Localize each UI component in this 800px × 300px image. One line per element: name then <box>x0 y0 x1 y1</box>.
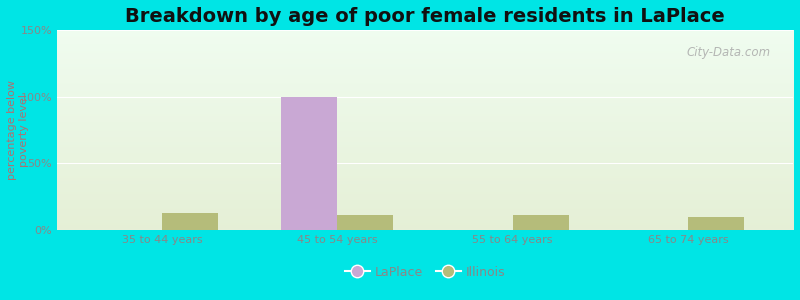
Y-axis label: percentage below
poverty level: percentage below poverty level <box>7 80 29 180</box>
Title: Breakdown by age of poor female residents in LaPlace: Breakdown by age of poor female resident… <box>125 7 725 26</box>
Bar <box>688 217 744 230</box>
Text: City-Data.com: City-Data.com <box>687 46 771 59</box>
Bar <box>282 97 338 230</box>
Bar <box>162 213 218 230</box>
Legend: LaPlace, Illinois: LaPlace, Illinois <box>340 261 510 284</box>
Bar <box>513 215 569 230</box>
Bar <box>338 215 394 230</box>
